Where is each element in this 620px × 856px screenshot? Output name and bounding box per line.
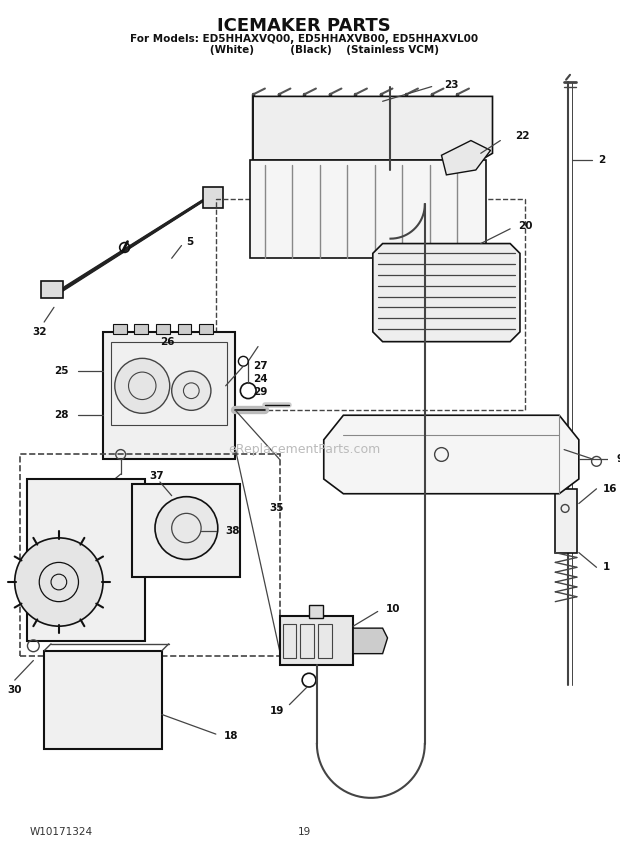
Text: 29: 29 <box>253 387 267 396</box>
Text: 37: 37 <box>149 471 164 481</box>
Polygon shape <box>324 415 579 494</box>
FancyBboxPatch shape <box>556 489 577 553</box>
Text: 19: 19 <box>298 827 311 837</box>
Text: 20: 20 <box>518 221 533 231</box>
Text: 38: 38 <box>226 526 240 536</box>
Text: eReplacementParts.com: eReplacementParts.com <box>228 443 380 456</box>
Text: 24: 24 <box>253 374 268 384</box>
FancyBboxPatch shape <box>133 484 241 577</box>
FancyBboxPatch shape <box>41 281 63 299</box>
Polygon shape <box>353 628 388 654</box>
FancyBboxPatch shape <box>103 332 236 460</box>
Text: 18: 18 <box>224 731 238 741</box>
Text: 9: 9 <box>616 455 620 465</box>
Polygon shape <box>253 97 492 160</box>
Text: 1: 1 <box>603 562 609 573</box>
FancyBboxPatch shape <box>135 324 148 334</box>
Polygon shape <box>373 244 520 342</box>
Text: For Models: ED5HHAXVQ00, ED5HHAXVB00, ED5HHAXVL00: For Models: ED5HHAXVQ00, ED5HHAXVB00, ED… <box>130 34 478 45</box>
FancyBboxPatch shape <box>27 479 145 641</box>
Text: 26: 26 <box>160 336 174 347</box>
Text: 25: 25 <box>54 366 69 376</box>
FancyBboxPatch shape <box>156 324 170 334</box>
Text: 5: 5 <box>187 236 193 247</box>
Circle shape <box>172 372 211 410</box>
FancyBboxPatch shape <box>203 187 223 208</box>
Text: 30: 30 <box>7 685 22 695</box>
FancyBboxPatch shape <box>44 651 162 749</box>
Text: 2: 2 <box>598 155 606 165</box>
FancyBboxPatch shape <box>113 324 126 334</box>
Circle shape <box>115 359 170 413</box>
Polygon shape <box>441 140 490 175</box>
FancyBboxPatch shape <box>309 604 323 618</box>
Text: 28: 28 <box>54 410 69 420</box>
Text: 16: 16 <box>603 484 617 494</box>
FancyBboxPatch shape <box>177 324 192 334</box>
FancyBboxPatch shape <box>280 616 353 665</box>
Text: ICEMAKER PARTS: ICEMAKER PARTS <box>217 17 391 35</box>
Text: 22: 22 <box>515 131 529 140</box>
Text: 32: 32 <box>32 327 46 337</box>
Text: 19: 19 <box>270 705 285 716</box>
Text: (White)          (Black)    (Stainless VCM): (White) (Black) (Stainless VCM) <box>170 45 438 56</box>
Text: 10: 10 <box>386 603 400 614</box>
FancyBboxPatch shape <box>250 160 485 259</box>
Circle shape <box>155 496 218 560</box>
FancyBboxPatch shape <box>199 324 213 334</box>
Text: W10171324: W10171324 <box>29 827 92 837</box>
Text: 27: 27 <box>253 361 268 372</box>
Text: 23: 23 <box>445 80 459 90</box>
Circle shape <box>15 538 103 627</box>
Text: 35: 35 <box>270 503 285 514</box>
